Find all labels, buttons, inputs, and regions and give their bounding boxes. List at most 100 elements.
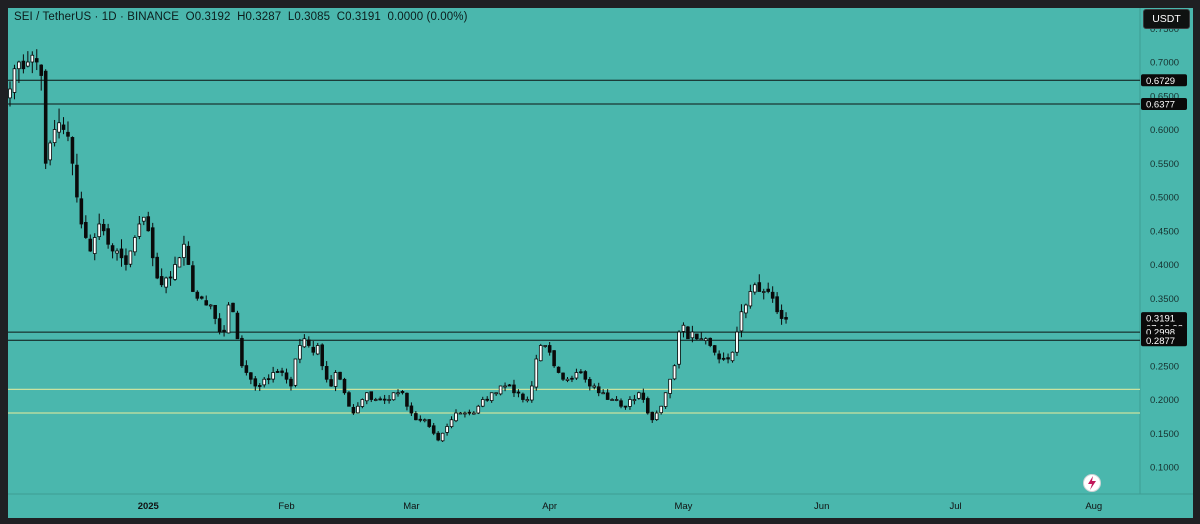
candle [30,54,35,63]
candle [592,385,597,388]
candle [235,312,240,340]
candle [753,284,757,293]
candle [262,378,267,386]
price-badge-value: 0.6729 [1146,76,1175,87]
candle [708,337,713,346]
candle [164,277,168,288]
candle [311,346,316,353]
currency-button[interactable]: USDT [1143,9,1190,29]
candle [619,400,623,407]
candle [739,311,744,332]
candle [284,372,289,380]
candle [88,238,93,252]
candle [79,198,84,225]
candle [329,379,333,387]
candle [199,296,204,299]
candle [699,338,704,341]
candle [182,243,186,258]
candle [775,296,779,313]
candle [92,237,97,254]
candle [405,392,409,407]
candle [351,406,356,414]
candle [360,399,365,407]
candle [677,331,681,365]
price-axis[interactable] [1140,8,1193,494]
symbol-label[interactable]: SEI / TetherUS [14,11,92,23]
candle [467,411,472,414]
interval-label[interactable]: 1D [101,11,117,23]
candle [338,371,342,380]
candle [195,291,200,299]
candle [512,384,516,394]
candle [57,122,61,133]
candle [315,345,320,355]
candle [659,405,663,414]
candle [373,399,378,401]
candle [289,378,293,387]
candle [119,248,124,259]
candle [472,412,476,415]
candle [208,304,213,307]
candle [213,304,217,319]
candle [347,392,351,407]
candle [579,371,583,374]
candle [445,426,449,433]
plot-area[interactable] [8,8,1140,494]
candle [159,276,164,286]
candle [39,64,44,76]
candle [730,351,735,362]
candle [356,405,360,414]
candle [253,378,258,387]
candle [378,398,382,401]
candle [333,372,338,387]
candle [605,392,610,400]
candle [628,399,632,407]
candle [686,326,690,340]
candle [757,282,762,292]
candle [146,216,151,232]
candle [538,345,543,362]
candle [784,317,788,320]
candle [712,345,717,353]
price-badge-value: 0.3191 [1146,314,1175,325]
candle [66,131,70,137]
candle [521,393,525,400]
candle [449,419,454,428]
candle [396,392,400,395]
candle [672,365,677,380]
candle [440,432,445,442]
candle [632,399,637,402]
candle [641,392,646,400]
candle [436,432,440,441]
time-axis[interactable] [8,494,1193,518]
candle [177,257,182,268]
candle [534,358,539,388]
x-tick-label: Apr [542,501,557,512]
x-tick-label: Feb [278,501,294,512]
candle [307,339,311,346]
candle [293,358,298,386]
candle [244,365,249,373]
candle [717,353,721,360]
candle [516,391,521,394]
candle [186,245,191,265]
candle [601,392,605,395]
candle [217,318,222,333]
y-tick-label: 0.3500 [1150,294,1179,305]
candle [610,399,614,401]
candle [17,61,21,70]
candle [614,399,619,401]
lightning-icon-glyph [1088,476,1096,490]
candle [124,255,128,265]
chart-header: SEI / TetherUS · 1D · BINANCE O0.3192 H0… [14,11,468,23]
candle [240,337,244,367]
exchange-label: BINANCE [127,11,180,23]
candle [365,392,369,402]
candle [525,399,530,402]
y-tick-label: 0.2000 [1150,395,1179,406]
candle [155,256,159,279]
candle [556,366,561,373]
x-tick-label: Mar [403,501,419,512]
